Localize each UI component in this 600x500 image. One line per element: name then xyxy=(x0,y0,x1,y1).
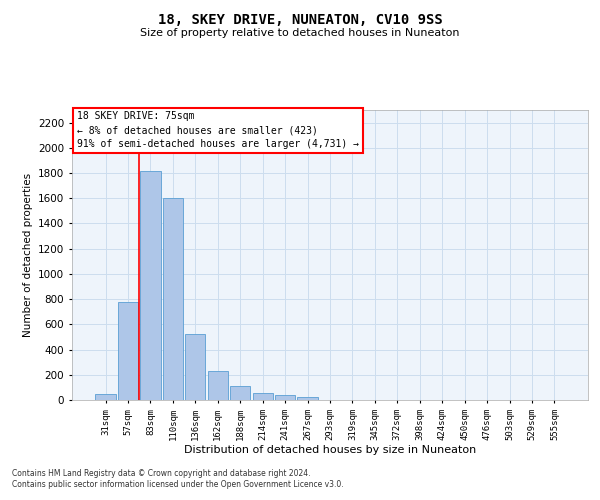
Text: Size of property relative to detached houses in Nuneaton: Size of property relative to detached ho… xyxy=(140,28,460,38)
Text: 18, SKEY DRIVE, NUNEATON, CV10 9SS: 18, SKEY DRIVE, NUNEATON, CV10 9SS xyxy=(158,12,442,26)
Bar xyxy=(275,395,295,400)
Bar xyxy=(253,394,273,400)
Bar xyxy=(208,371,228,400)
Text: Contains HM Land Registry data © Crown copyright and database right 2024.: Contains HM Land Registry data © Crown c… xyxy=(12,468,311,477)
Bar xyxy=(118,302,138,400)
Bar xyxy=(185,334,205,400)
Y-axis label: Number of detached properties: Number of detached properties xyxy=(23,173,32,337)
Bar xyxy=(163,198,183,400)
Bar xyxy=(230,386,250,400)
Bar xyxy=(95,394,116,400)
Text: Contains public sector information licensed under the Open Government Licence v3: Contains public sector information licen… xyxy=(12,480,344,489)
Text: 18 SKEY DRIVE: 75sqm
← 8% of detached houses are smaller (423)
91% of semi-detac: 18 SKEY DRIVE: 75sqm ← 8% of detached ho… xyxy=(77,112,359,150)
X-axis label: Distribution of detached houses by size in Nuneaton: Distribution of detached houses by size … xyxy=(184,446,476,456)
Bar xyxy=(140,170,161,400)
Bar xyxy=(298,398,317,400)
